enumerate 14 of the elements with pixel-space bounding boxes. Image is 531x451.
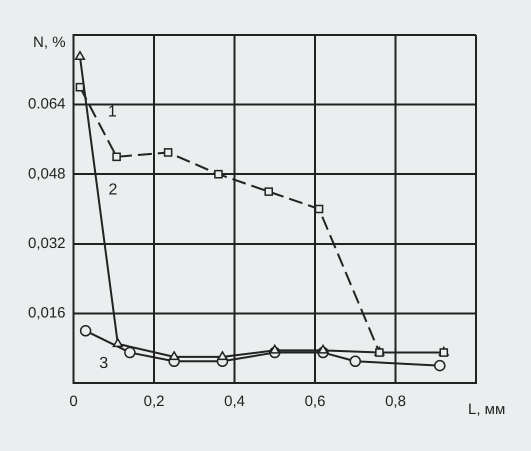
series-label: 1	[108, 103, 117, 120]
x-tick-label: 0,2	[144, 393, 164, 410]
x-tick-label: 0	[69, 393, 78, 410]
y-tick-label: 0,016	[28, 304, 66, 322]
series-label: 2	[108, 182, 118, 199]
y-axis-title: N, %	[33, 34, 66, 52]
y-tick-label: 0.064	[28, 96, 66, 113]
x-tick-label: 0,8	[385, 393, 406, 410]
x-tick-label: 0,4	[224, 393, 245, 410]
series-label: 3	[99, 355, 108, 372]
y-tick-label: 0,032	[28, 234, 66, 252]
y-tick-label: 0,048	[28, 165, 66, 182]
x-axis-title: L, мм	[468, 401, 506, 418]
x-tick-label: 0,6	[304, 393, 326, 410]
